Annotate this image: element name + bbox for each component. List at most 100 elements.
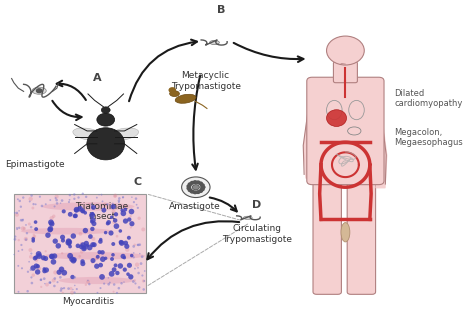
Point <box>13 212 21 217</box>
Ellipse shape <box>341 223 350 242</box>
Point <box>84 278 91 283</box>
Point <box>111 193 119 198</box>
Point <box>131 266 139 271</box>
Circle shape <box>193 191 197 193</box>
Point <box>127 274 135 279</box>
Point <box>81 245 88 250</box>
Point <box>78 249 85 254</box>
Point <box>46 227 54 232</box>
Point <box>100 208 108 213</box>
Point <box>15 237 23 243</box>
Point <box>48 221 55 226</box>
Point <box>31 255 39 261</box>
Point <box>105 275 112 280</box>
Point <box>47 220 55 225</box>
Point <box>73 207 81 212</box>
Point <box>102 256 109 261</box>
Point <box>46 280 54 285</box>
Point <box>30 235 38 240</box>
Point <box>108 271 116 276</box>
Point <box>110 282 118 287</box>
Point <box>28 193 36 198</box>
Point <box>124 247 131 252</box>
Point <box>66 197 73 203</box>
Point <box>52 195 59 201</box>
Ellipse shape <box>175 94 196 103</box>
Point <box>129 279 137 284</box>
Point <box>135 270 142 276</box>
Circle shape <box>187 185 191 187</box>
Point <box>135 242 142 247</box>
Point <box>11 237 19 242</box>
Point <box>136 242 144 247</box>
Point <box>95 192 103 197</box>
Point <box>115 198 123 203</box>
Point <box>66 253 74 258</box>
Point <box>117 263 124 268</box>
Point <box>23 231 31 236</box>
Point <box>18 242 25 247</box>
Point <box>122 240 129 245</box>
Point <box>65 238 73 244</box>
Point <box>108 256 116 262</box>
Point <box>110 289 118 294</box>
Text: A: A <box>92 73 101 83</box>
Point <box>88 219 96 224</box>
Point <box>28 280 36 286</box>
Point <box>65 286 73 291</box>
Point <box>107 230 115 235</box>
Point <box>93 264 100 269</box>
Point <box>59 272 66 277</box>
Ellipse shape <box>32 87 46 94</box>
Point <box>73 208 80 213</box>
Point <box>84 279 92 284</box>
Point <box>97 239 104 244</box>
Point <box>75 195 82 200</box>
Point <box>29 273 37 278</box>
Point <box>57 201 64 206</box>
Point <box>65 241 73 246</box>
Ellipse shape <box>327 110 346 126</box>
Point <box>93 195 100 200</box>
Point <box>11 234 19 239</box>
Point <box>39 256 47 262</box>
Point <box>128 194 136 200</box>
Point <box>32 220 39 225</box>
Point <box>42 256 49 261</box>
Point <box>56 275 64 280</box>
Point <box>19 217 27 222</box>
Point <box>27 254 35 259</box>
Point <box>51 204 58 209</box>
Point <box>104 221 111 226</box>
Point <box>27 196 35 202</box>
Point <box>89 211 96 216</box>
Point <box>29 236 37 242</box>
Point <box>58 251 66 256</box>
Point <box>34 264 42 269</box>
Point <box>140 278 147 284</box>
Point <box>127 225 135 230</box>
Point <box>50 259 57 265</box>
Point <box>130 200 138 205</box>
Point <box>79 191 87 196</box>
Point <box>46 280 54 286</box>
Point <box>15 248 22 254</box>
Circle shape <box>201 186 205 189</box>
Ellipse shape <box>87 128 125 160</box>
Point <box>77 231 84 236</box>
Point <box>35 251 43 256</box>
Point <box>51 276 59 281</box>
Point <box>32 202 39 207</box>
Ellipse shape <box>170 91 179 97</box>
Point <box>70 257 78 262</box>
Point <box>13 225 21 231</box>
Point <box>96 250 103 255</box>
Point <box>20 226 28 231</box>
Point <box>71 283 79 288</box>
Point <box>42 202 50 207</box>
Circle shape <box>199 182 202 185</box>
FancyBboxPatch shape <box>333 62 357 83</box>
Point <box>88 202 95 207</box>
Point <box>102 230 109 235</box>
Point <box>48 216 55 221</box>
